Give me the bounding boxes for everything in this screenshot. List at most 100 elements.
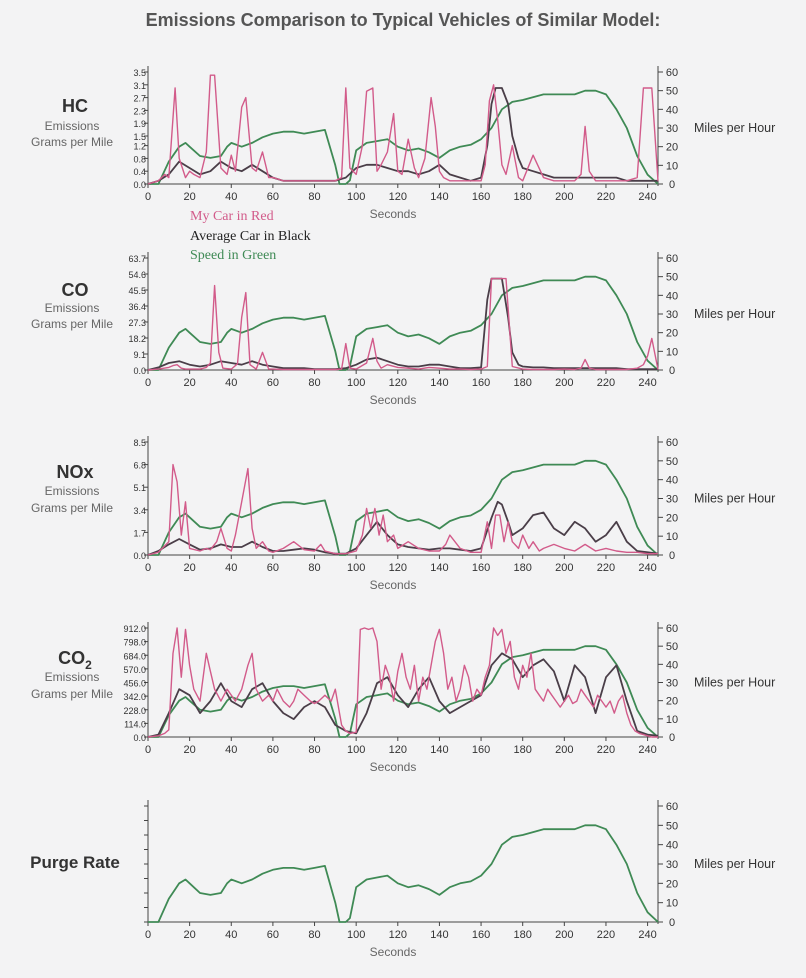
y2-tick-label: 0 [669, 732, 675, 744]
x-tick-label: 60 [267, 562, 279, 574]
chart-co2-label-text: CO [58, 648, 85, 668]
x-tick-label: 40 [225, 744, 237, 756]
y2-tick-label: 0 [669, 365, 675, 377]
y-tick-label: 1.9 [133, 119, 146, 129]
x-tick-label: 160 [472, 377, 490, 389]
y-tick-label: 9.1 [133, 350, 146, 360]
x-tick-label: 140 [430, 377, 448, 389]
y2-tick-label: 0 [669, 917, 675, 929]
y2-tick-label: 40 [666, 290, 678, 302]
y-tick-label: 114.0 [124, 719, 146, 729]
y2-tick-label: 40 [666, 475, 678, 487]
chart-purge-label: Purge Rate [30, 853, 120, 872]
x-tick-label: 240 [638, 929, 656, 941]
x-tick-label: 20 [184, 929, 196, 941]
y-tick-label: 798.0 [123, 638, 146, 648]
y-tick-label: 18.2 [128, 334, 146, 344]
y2-tick-label: 40 [666, 659, 678, 671]
y2-tick-label: 20 [666, 142, 678, 154]
chart-purge-label-text: Purge Rate [30, 853, 120, 872]
x-tick-label: 160 [472, 744, 490, 756]
y2-tick-label: 20 [666, 328, 678, 340]
chart-nox-label-text: NOx [56, 462, 93, 482]
y2-tick-label: 0 [669, 179, 675, 191]
legend-average-car: Average Car in Black [190, 229, 311, 244]
y-tick-label: 3.5 [133, 68, 146, 78]
x-tick-label: 0 [145, 191, 151, 203]
y2-axis-label: Miles per Hour [694, 857, 775, 871]
x-axis-label: Seconds [370, 207, 417, 221]
x-tick-label: 180 [514, 744, 532, 756]
y2-tick-label: 60 [666, 801, 678, 813]
y-tick-label: 228.0 [123, 706, 146, 716]
x-tick-label: 160 [472, 929, 490, 941]
y-tick-label: 45.5 [128, 286, 146, 296]
y2-tick-label: 10 [666, 898, 678, 910]
x-tick-label: 240 [638, 191, 656, 203]
x-tick-label: 140 [430, 929, 448, 941]
y2-tick-label: 0 [669, 550, 675, 562]
x-tick-label: 200 [555, 191, 573, 203]
x-tick-label: 140 [430, 562, 448, 574]
y-tick-label: 2.7 [133, 94, 146, 104]
y2-tick-label: 50 [666, 641, 678, 653]
series-my-car-line [147, 277, 659, 371]
series-average-car-line [147, 277, 658, 371]
x-tick-label: 20 [184, 377, 196, 389]
x-tick-label: 180 [514, 562, 532, 574]
chart-co2-sublabel: Emissions [45, 670, 100, 684]
x-tick-label: 200 [555, 929, 573, 941]
legend-speed: Speed in Green [190, 248, 276, 263]
x-axis-label: Seconds [370, 578, 417, 592]
y2-tick-label: 50 [666, 86, 678, 98]
y-tick-label: 3.4 [133, 506, 146, 516]
x-tick-label: 20 [184, 744, 196, 756]
x-tick-label: 80 [308, 744, 320, 756]
x-tick-label: 240 [638, 377, 656, 389]
y2-tick-label: 40 [666, 840, 678, 852]
y2-tick-label: 30 [666, 494, 678, 506]
chart-co-sublabel: Grams per Mile [31, 317, 113, 331]
x-axis-label: Seconds [370, 760, 417, 774]
x-tick-label: 80 [308, 191, 320, 203]
y2-tick-label: 10 [666, 160, 678, 172]
chart-co-label-text: CO [62, 280, 89, 300]
x-tick-label: 60 [267, 191, 279, 203]
y2-axis-label: Miles per Hour [694, 307, 775, 321]
x-tick-label: 40 [225, 191, 237, 203]
x-tick-label: 180 [514, 929, 532, 941]
y2-tick-label: 50 [666, 272, 678, 284]
y-tick-label: 0.0 [133, 366, 146, 376]
x-tick-label: 120 [389, 929, 407, 941]
page-title: Emissions Comparison to Typical Vehicles… [145, 10, 661, 30]
x-tick-label: 220 [597, 377, 615, 389]
x-tick-label: 120 [389, 191, 407, 203]
y2-tick-label: 60 [666, 67, 678, 79]
y2-axis-label: Miles per Hour [694, 676, 775, 690]
series-speed-line [148, 459, 659, 556]
series-average-car-line [147, 652, 659, 738]
y2-tick-label: 60 [666, 437, 678, 449]
y-tick-label: 0.0 [133, 180, 146, 190]
x-tick-label: 20 [184, 191, 196, 203]
y2-tick-label: 30 [666, 678, 678, 690]
chart-co2-label-subscript: 2 [85, 658, 92, 672]
x-tick-label: 220 [597, 744, 615, 756]
x-tick-label: 80 [308, 377, 320, 389]
x-tick-label: 220 [597, 929, 615, 941]
y-tick-label: 0.0 [133, 551, 146, 561]
x-tick-label: 80 [308, 929, 320, 941]
y-tick-label: 684.0 [123, 651, 146, 661]
y2-tick-label: 10 [666, 531, 678, 543]
y-tick-label: 0.4 [133, 167, 146, 177]
chart-hc-sublabel: Emissions [45, 119, 100, 133]
x-tick-label: 40 [225, 562, 237, 574]
x-tick-label: 80 [308, 562, 320, 574]
x-tick-label: 60 [267, 744, 279, 756]
series-speed-line [148, 275, 659, 371]
y2-tick-label: 30 [666, 123, 678, 135]
x-tick-label: 120 [389, 744, 407, 756]
